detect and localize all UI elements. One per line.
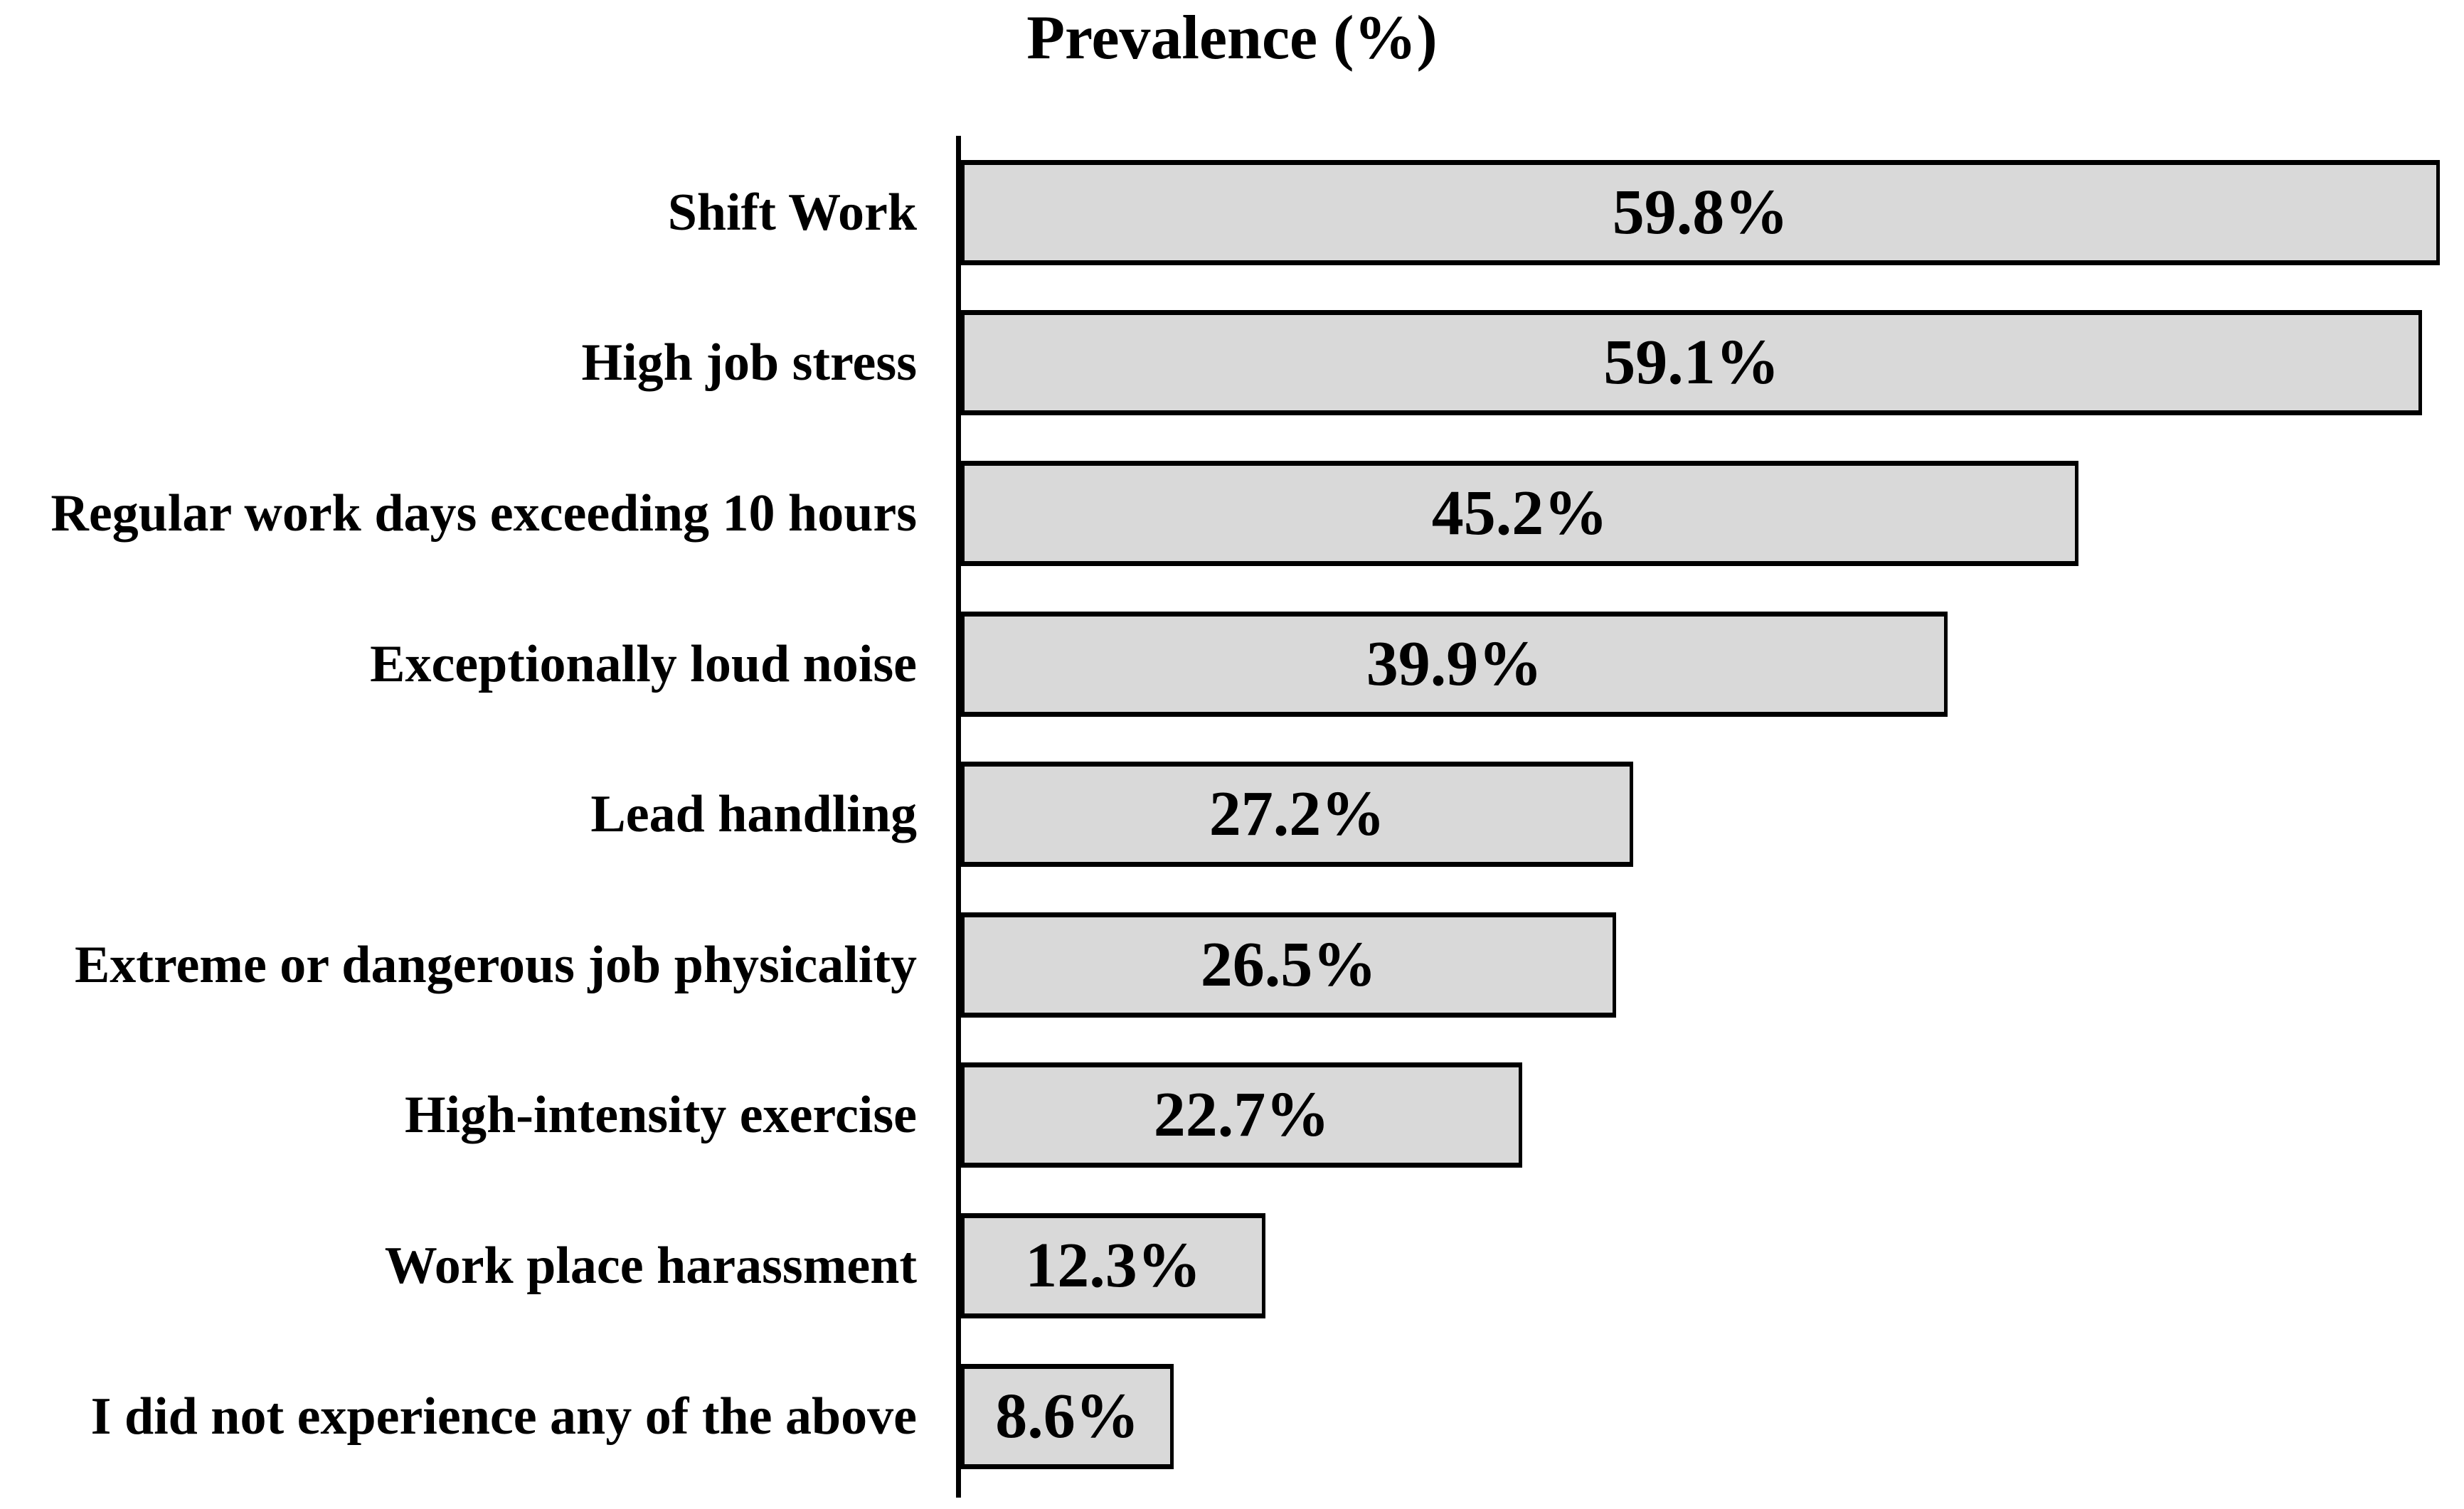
bar-row: High job stress 59.1% xyxy=(0,288,2464,439)
category-label: Regular work days exceeding 10 hours xyxy=(51,484,917,543)
bar: 59.1% xyxy=(961,310,2422,416)
value-label: 59.1% xyxy=(1603,327,1780,398)
bar: 45.2% xyxy=(961,460,2078,566)
category-label: Extreme or dangerous job physicality xyxy=(74,935,917,994)
y-axis-line xyxy=(956,136,961,1498)
bar: 59.8% xyxy=(961,159,2440,265)
bar: 27.2% xyxy=(961,762,1633,868)
chart-title: Prevalence (%) xyxy=(1026,4,1438,73)
value-label: 27.2% xyxy=(1209,779,1386,850)
value-label: 12.3% xyxy=(1025,1230,1201,1301)
category-label: High job stress xyxy=(581,334,917,393)
bar: 12.3% xyxy=(961,1212,1265,1318)
bar: 22.7% xyxy=(961,1062,1522,1168)
category-label: Lead handling xyxy=(590,785,917,844)
value-label: 22.7% xyxy=(1153,1079,1330,1151)
value-label: 39.9% xyxy=(1366,628,1543,699)
bar-row: Exceptionally loud noise 39.9% xyxy=(0,589,2464,740)
category-label: Exceptionally loud noise xyxy=(370,634,917,693)
value-label: 26.5% xyxy=(1200,929,1377,1000)
value-label: 59.8% xyxy=(1612,176,1789,247)
bar-rows: Shift Work 59.8% High job stress 59.1% R… xyxy=(0,137,2464,1491)
bar-row: I did not experience any of the above 8.… xyxy=(0,1341,2464,1492)
value-label: 8.6% xyxy=(995,1380,1140,1451)
category-label: I did not experience any of the above xyxy=(90,1387,917,1446)
bar-row: Work place harassment 12.3% xyxy=(0,1190,2464,1341)
bar-row: Regular work days exceeding 10 hours 45.… xyxy=(0,438,2464,589)
category-label: High-intensity exercise xyxy=(404,1086,917,1145)
bar: 26.5% xyxy=(961,912,1616,1018)
bar: 8.6% xyxy=(961,1363,1174,1469)
bar-row: Shift Work 59.8% xyxy=(0,137,2464,288)
bar-row: Extreme or dangerous job physicality 26.… xyxy=(0,890,2464,1040)
bar-row: Lead handling 27.2% xyxy=(0,739,2464,890)
bar: 39.9% xyxy=(961,611,1948,717)
bar-row: High-intensity exercise 22.7% xyxy=(0,1040,2464,1191)
value-label: 45.2% xyxy=(1431,477,1608,548)
category-label: Shift Work xyxy=(667,183,917,242)
category-label: Work place harassment xyxy=(384,1236,917,1295)
